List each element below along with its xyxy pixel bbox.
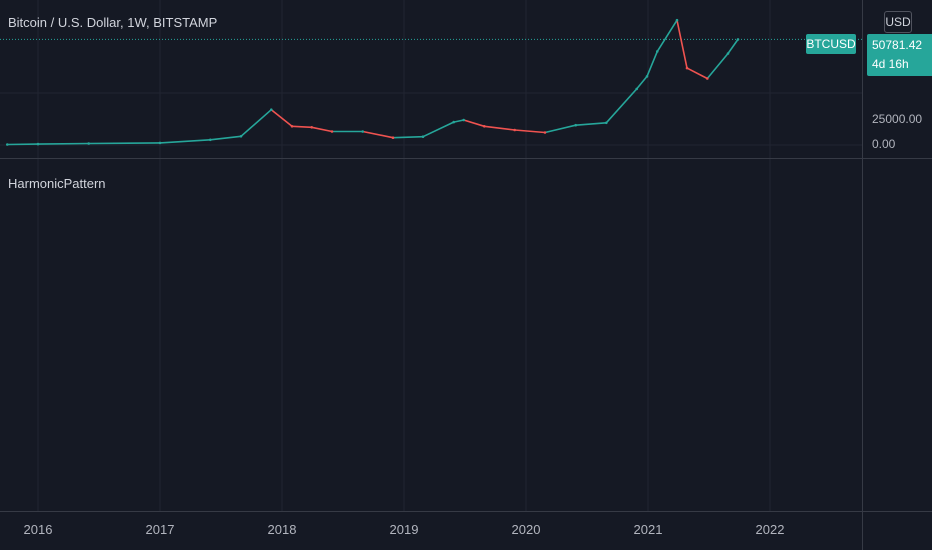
price-point [605,121,608,125]
time-axis-label: 2020 [511,522,541,537]
chart-title: Bitcoin / U.S. Dollar, 1W, BITSTAMP [8,15,218,30]
price-segment [727,38,739,55]
price-segment [159,139,212,144]
time-axis-border [0,511,932,512]
time-axis-label: 2016 [23,522,53,537]
bar-countdown: 4d 16h [872,57,909,71]
last-price-value: 50781.42 [872,38,923,52]
price-tick-label: 25000.00 [872,112,923,126]
price-point [685,66,689,70]
price-point [330,130,334,133]
price-point [483,125,486,128]
price-segment [635,75,648,90]
price-point [513,128,516,132]
price-axis-border [862,0,863,550]
price-segment [574,122,608,126]
price-segment [87,142,161,145]
price-point [421,135,425,138]
price-segment [422,121,455,138]
price-point [574,123,577,127]
price-segment [361,130,394,139]
price-segment [706,52,729,80]
last-price-label: 50781.42 4d 16h [867,34,932,76]
price-segment [452,119,465,123]
time-axis-label: 2022 [755,522,785,537]
pane-separator[interactable] [0,158,932,159]
price-segment [310,126,333,133]
price-point [310,126,314,129]
price-point [239,135,243,138]
time-axis-label: 2017 [145,522,175,537]
time-axis-label: 2019 [389,522,419,537]
price-point [736,38,740,41]
price-point [36,142,40,146]
price-tick-label: 0.00 [872,137,896,151]
indicator-title: HarmonicPattern [8,176,106,191]
price-point [706,77,709,80]
price-segment [462,119,486,128]
price-segment [270,108,293,128]
price-segment [37,142,90,145]
price-point [543,131,547,134]
price-segment [686,67,709,80]
price-segment [605,88,638,124]
price-point [87,142,90,145]
price-segment [392,135,424,139]
price-segment [656,19,678,53]
price-segment [513,129,546,134]
price-point [635,87,638,91]
price-point [645,75,649,78]
price-point [391,136,395,139]
price-point [209,138,212,142]
price-point [290,125,294,128]
price-point [6,143,9,146]
price-point [656,50,659,53]
price-segment [483,125,516,131]
price-point [158,141,162,145]
price-point [462,118,466,122]
price-segment [240,108,273,138]
price-segment [676,19,688,69]
price-point [270,108,273,111]
price-segment [291,125,313,129]
price-point [726,52,730,55]
price-segment [209,135,242,141]
price-point [361,130,365,133]
symbol-label: BTCUSD [806,34,856,54]
currency-button[interactable]: USD [884,11,912,33]
time-axis-label: 2021 [633,522,663,537]
price-point [452,120,456,124]
price-point [675,18,679,22]
price-segment [646,50,659,78]
price-segment [544,124,577,134]
time-axis-label: 2018 [267,522,297,537]
